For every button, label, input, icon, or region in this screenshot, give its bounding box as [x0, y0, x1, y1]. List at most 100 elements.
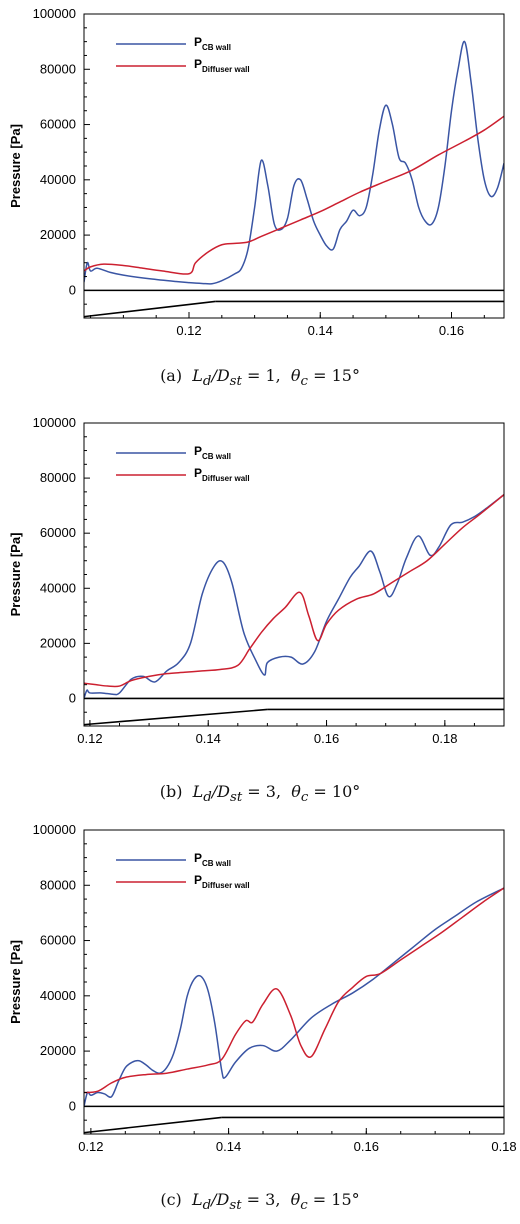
- caption-var-theta-sub: c: [300, 374, 308, 390]
- y-tick-label: 20000: [40, 1043, 76, 1058]
- legend-sub-text: Diffuser wall: [202, 65, 250, 74]
- caption-var-l-sub: d: [203, 790, 212, 806]
- x-tick-label: 0.12: [77, 731, 102, 746]
- legend-label-0: PCB wall: [194, 444, 231, 461]
- y-tick-label: 100000: [33, 822, 76, 837]
- caption-angle: 10°: [331, 782, 361, 801]
- geometry-slope-line: [84, 1116, 222, 1134]
- caption-label: (b): [159, 782, 183, 801]
- caption-angle: 15°: [331, 1190, 360, 1209]
- legend-main-text: P: [194, 35, 202, 49]
- caption-var-l: L: [191, 1190, 203, 1209]
- y-tick-label: 40000: [40, 988, 76, 1003]
- caption-var-d: D: [217, 782, 230, 801]
- legend-sub-text: CB wall: [202, 859, 231, 868]
- caption-var-l: L: [192, 366, 203, 385]
- chart-panel-c: 0 20000 40000 60000 80000 100000 0.12 0.14 0.16 0…: [0, 816, 520, 1224]
- legend-label-0: PCB wall: [194, 851, 231, 868]
- y-tick-label: 80000: [40, 61, 76, 76]
- caption-ratio: 3: [265, 1190, 276, 1209]
- legend-sub-text: Diffuser wall: [202, 474, 250, 483]
- plot-frame: [83, 422, 505, 727]
- legend-label-0: PCB wall: [194, 35, 231, 52]
- caption-angle: 15°: [331, 366, 360, 385]
- legend-main-text: P: [194, 444, 202, 458]
- y-axis-label: Pressure [Pa]: [8, 940, 23, 1024]
- series-line-0: [84, 494, 504, 699]
- legend-label-1: PDiffuser wall: [194, 466, 250, 483]
- plot-frame: [83, 829, 505, 1135]
- x-tick-label: 0.16: [314, 731, 339, 746]
- x-tick-label: 0.12: [176, 323, 201, 338]
- caption-var-d-sub: st: [230, 790, 243, 806]
- y-tick-label: 40000: [40, 172, 76, 187]
- chart-panel-b: 0 20000 40000 60000 80000 100000 0.12 0.14 0.16 0…: [0, 408, 520, 816]
- caption-var-theta: θ: [291, 782, 301, 801]
- legend-main-text: P: [194, 466, 202, 480]
- y-axis-label: Pressure [Pa]: [8, 533, 23, 617]
- y-axis-label: Pressure [Pa]: [8, 124, 23, 208]
- caption-var-d: D: [216, 1190, 230, 1209]
- y-tick-label: 0: [69, 690, 76, 705]
- x-tick-label: 0.16: [354, 1139, 379, 1154]
- caption-var-theta-sub: c: [300, 790, 309, 806]
- y-tick-label: 100000: [33, 415, 76, 430]
- y-tick-label: 0: [69, 1098, 76, 1113]
- x-tick-label: 0.18: [432, 731, 457, 746]
- caption-c: (c) Ld/Dst = 3, θc = 15°: [160, 1190, 360, 1214]
- y-tick-label: 20000: [40, 227, 76, 242]
- y-tick-label: 60000: [40, 933, 76, 948]
- pressure-chart-a: 0 20000 40000 60000 80000 100000 0.12 0.14 0.16 P…: [8, 6, 505, 338]
- x-tick-label: 0.14: [196, 731, 221, 746]
- caption-ratio: 1: [265, 366, 276, 385]
- caption-var-theta: θ: [290, 1190, 301, 1209]
- pressure-chart-b: 0 20000 40000 60000 80000 100000 0.12 0.14 0.16 0…: [8, 415, 505, 746]
- caption-b: (b) Ld/Dst = 3, θc = 10°: [159, 782, 361, 806]
- caption-var-d: D: [216, 366, 230, 385]
- plot-area: [84, 887, 504, 1134]
- caption-var-l-sub: d: [202, 1198, 212, 1214]
- series-line-0: [84, 40, 504, 285]
- x-tick-label: 0.12: [78, 1139, 103, 1154]
- series-line-0: [84, 887, 504, 1107]
- caption-var-theta-sub: c: [300, 1198, 308, 1214]
- caption-var-l: L: [192, 782, 204, 801]
- caption-label: (a): [160, 366, 183, 385]
- geometry-slope-line: [84, 708, 268, 726]
- legend-label-1: PDiffuser wall: [194, 873, 250, 890]
- y-tick-label: 80000: [40, 470, 76, 485]
- caption-ratio: 3: [265, 782, 276, 801]
- y-tick-label: 60000: [40, 525, 76, 540]
- x-tick-label: 0.14: [308, 323, 333, 338]
- y-tick-label: 100000: [33, 6, 76, 21]
- caption-a: (a) Ld/Dst = 1, θc = 15°: [160, 366, 360, 390]
- legend-main-text: P: [194, 57, 202, 71]
- chart-panel-a: 0 20000 40000 60000 80000 100000 0.12 0.14 0.16 P…: [0, 0, 520, 408]
- legend-main-text: P: [194, 873, 202, 887]
- y-tick-label: 40000: [40, 580, 76, 595]
- series-line-1: [84, 887, 504, 1094]
- legend-sub-text: Diffuser wall: [202, 881, 250, 890]
- x-tick-label: 0.18: [491, 1139, 516, 1154]
- x-tick-label: 0.14: [216, 1139, 241, 1154]
- caption-var-d-sub: st: [229, 1198, 242, 1214]
- caption-var-l-sub: d: [202, 374, 212, 390]
- plot-area: [84, 40, 504, 318]
- plot-frame: [83, 13, 505, 319]
- y-tick-label: 80000: [40, 877, 76, 892]
- geometry-slope-line: [84, 300, 216, 318]
- caption-var-theta: θ: [290, 366, 301, 385]
- legend-sub-text: CB wall: [202, 43, 231, 52]
- legend-sub-text: CB wall: [202, 452, 231, 461]
- y-tick-label: 60000: [40, 117, 76, 132]
- series-line-1: [84, 115, 504, 275]
- y-tick-label: 20000: [40, 635, 76, 650]
- caption-var-d-sub: st: [229, 374, 242, 390]
- legend-label-1: PDiffuser wall: [194, 57, 250, 74]
- y-tick-label: 0: [69, 282, 76, 297]
- x-tick-label: 0.16: [439, 323, 464, 338]
- pressure-chart-c: 0 20000 40000 60000 80000 100000 0.12 0.14 0.16 0…: [8, 822, 517, 1154]
- legend-main-text: P: [194, 851, 202, 865]
- series-line-1: [84, 494, 504, 688]
- caption-label: (c): [160, 1190, 182, 1209]
